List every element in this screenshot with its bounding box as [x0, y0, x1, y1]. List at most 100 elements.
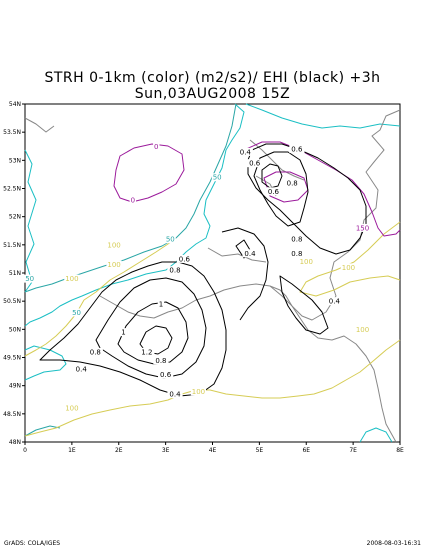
lon-tick-label: 1E	[68, 447, 76, 454]
ehi-contour-label: 0.6	[268, 188, 280, 196]
lat-tick-label: 52N	[9, 214, 21, 221]
strh-contour-label-bg	[129, 195, 137, 204]
lon-tick-label: 6E	[302, 447, 310, 454]
ehi-contour-label-bg	[289, 235, 305, 244]
strh-contour-label-bg	[164, 235, 176, 244]
lat-tick-label: 49N	[9, 383, 21, 390]
ehi-contour-label: 0.8	[291, 250, 302, 258]
contour-label-layer: 0 0 50 50 50 50 100 100 100 100 100 100 100 100 150 0.4…	[24, 142, 371, 413]
strh-contour-label-bg	[211, 173, 223, 182]
strh-contour-label: 100	[342, 264, 355, 272]
strh-contour-label: 100	[107, 241, 120, 249]
lon-tick-label: 7E	[349, 447, 357, 454]
ehi-contour-label: 0.8	[155, 357, 166, 365]
strh-contour-label-bg	[190, 387, 207, 396]
ehi-contour-label-bg	[242, 249, 258, 258]
map-frame	[24, 103, 401, 443]
lat-tick-label: 53N	[9, 157, 21, 164]
lat-tick-label: 48N	[9, 439, 21, 446]
ehi-contour-0.6-north	[253, 151, 309, 227]
border-layer	[24, 109, 401, 443]
coastline-wadden	[245, 103, 401, 129]
strh-contour-label: 0	[131, 196, 135, 204]
lon-tick-label: 4E	[209, 447, 217, 454]
strh-contour-label: 100	[300, 258, 313, 266]
border-fr-de	[269, 285, 397, 443]
ehi-contour-label-bg	[237, 147, 253, 156]
ehi-contour-label: 0.6	[160, 371, 172, 379]
footer-timestamp: 2008-08-03-16:31	[366, 540, 421, 547]
strh-contour-label-bg	[354, 223, 371, 232]
ehi-contour-label-bg	[289, 145, 305, 154]
strh-contour-label: 100	[65, 405, 78, 413]
strh-contour-label: 150	[356, 224, 369, 232]
border-fr-be	[99, 283, 271, 319]
lat-tick-label: 51.5N	[3, 242, 21, 249]
ehi-contour-1-south	[117, 301, 189, 365]
strh-contour-0	[113, 143, 185, 203]
strh-contour-label-bg	[106, 240, 122, 249]
coastline-normandy	[24, 345, 67, 381]
coastline-uk	[24, 149, 37, 293]
border-be-nl	[207, 247, 267, 263]
ehi-contour-label-bg	[326, 297, 342, 306]
footer-credit: GrADS: COLA/IGES	[4, 540, 61, 547]
ehi-contour-0.6-south	[39, 261, 227, 397]
ehi-contour-label-bg	[284, 178, 300, 187]
strh-contour-100-south	[24, 339, 401, 437]
ehi-contour-label: 0.8	[90, 348, 101, 356]
strh-contour-label: 100	[356, 326, 369, 334]
ehi-contour-label-bg	[158, 370, 174, 379]
ehi-contour-label: 0.4	[329, 298, 341, 306]
ehi-contour-label: 0.8	[169, 267, 180, 275]
strh-contour-label-bg	[24, 274, 36, 283]
ehi-contour-label: 1	[159, 300, 163, 308]
ehi-contour-label: 0.4	[169, 391, 181, 399]
strh-contour-label-bg	[298, 257, 314, 266]
lon-tick-label: 0	[23, 447, 27, 454]
ehi-contour-label: 0.6	[249, 160, 261, 168]
chart-title-line1: STRH 0-1km (color) (m2/s2)/ EHI (black) …	[44, 70, 381, 86]
lat-tick-label: 54N	[9, 101, 21, 108]
lat-tick-label: 50N	[9, 326, 21, 333]
ehi-contour-label-bg	[167, 266, 183, 275]
strh-contour-label-bg	[64, 274, 80, 283]
lon-tick-label: 3E	[162, 447, 170, 454]
coast-uk-detail	[24, 117, 55, 133]
coastline-layer	[24, 103, 401, 443]
strh-contour-100-west	[24, 239, 175, 357]
ehi-contour-label: 0.6	[179, 255, 191, 263]
strh-contour-label-bg	[71, 308, 82, 317]
ehi-contour-label: 0.6	[291, 146, 303, 154]
ehi-contour-label: 1	[121, 329, 125, 337]
strh-contour-50-b	[24, 425, 61, 437]
ehi-contour-label: 0.4	[244, 250, 256, 258]
strh-contour-label: 100	[107, 261, 120, 269]
strh-contour-100-east	[299, 221, 401, 297]
strh-contour-label: 50	[72, 309, 81, 317]
ehi-contour-label: 0.4	[240, 148, 252, 156]
strh-contour-label: 0	[154, 143, 158, 151]
strh-contour-label-bg	[153, 142, 160, 151]
ehi-contour-label: 0.8	[291, 236, 302, 244]
ehi-contour-label-bg	[153, 356, 169, 365]
ehi-contour-label-bg	[139, 347, 155, 356]
lon-tick-label: 8E	[396, 447, 404, 454]
strh-contour-label: 100	[65, 275, 78, 283]
border-nl-de	[269, 109, 401, 321]
strh-contour-label: 50	[25, 275, 34, 283]
strh-contour-label-bg	[354, 325, 371, 334]
ehi-contour-label-bg	[176, 254, 192, 263]
lat-tick-label: 53.5N	[3, 129, 21, 136]
lon-tick-label: 5E	[256, 447, 264, 454]
strh-contour-label: 50	[213, 174, 222, 182]
lat-tick-label: 49.5N	[3, 355, 21, 362]
ehi-contour-label-bg	[157, 299, 165, 308]
ehi-contour-label-bg	[167, 390, 183, 399]
coastline-continent	[24, 103, 245, 327]
strh-contour-label-bg	[340, 263, 357, 272]
ehi-contour-label: 1.2	[141, 348, 152, 356]
lat-tick-label: 50.5N	[3, 298, 21, 305]
axis-layer: 0 1E 2E 3E 4E 5E 6E 7E 8E 48N 48.5N 49N 49.5N 50N 50.5…	[3, 101, 404, 454]
